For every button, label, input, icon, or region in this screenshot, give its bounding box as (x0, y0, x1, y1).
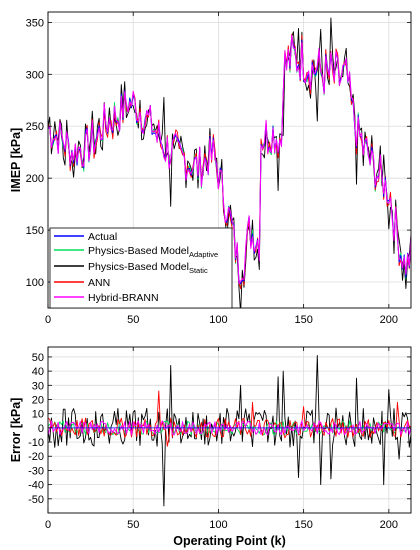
bot-ytick-label: -20 (28, 451, 44, 463)
legend-entry-0: Actual (88, 231, 117, 243)
legend-entry-3: ANN (88, 277, 110, 289)
bot-xtick-label: 50 (127, 519, 139, 531)
bot-ylabel: Error [kPa] (9, 398, 23, 463)
legend-entry-2: Physics-Based ModelStatic (88, 261, 208, 275)
top-ylabel: IMEP [kPa] (9, 128, 23, 192)
top-xtick-label: 200 (380, 314, 398, 326)
bot-xtick-label: 200 (380, 519, 398, 531)
legend-entry-main: Physics-Based Model (88, 245, 189, 257)
top-ytick-label: 300 (26, 69, 44, 81)
bot-ytick-label: 20 (32, 394, 44, 406)
bot-series-hybrid (48, 420, 411, 436)
bot-ytick-label: -10 (28, 437, 44, 449)
bot-ytick-label: 10 (32, 409, 44, 421)
legend-entry-1: Physics-Based ModelAdaptive (88, 245, 218, 259)
top-xtick-label: 100 (209, 314, 227, 326)
bot-ytick-label: 30 (32, 380, 44, 392)
bot-ytick-label: 50 (32, 352, 44, 364)
legend-entry-subscript: Static (189, 266, 208, 275)
bot-xtick-label: 150 (294, 519, 312, 531)
bot-ytick-label: 0 (38, 423, 44, 435)
bot-xlabel: Operating Point (k) (173, 534, 286, 548)
legend-entry-subscript: Adaptive (189, 250, 218, 259)
bot-xtick-label: 100 (209, 519, 227, 531)
bot-ytick-label: -40 (28, 480, 44, 492)
bot-ytick-label: 40 (32, 366, 44, 378)
top-ytick-label: 350 (26, 17, 44, 29)
legend-entry-main: Actual (88, 231, 117, 243)
bot-ytick-label: -50 (28, 494, 44, 506)
bot-axes-box (47, 346, 412, 514)
bot-xtick-label: 0 (45, 519, 51, 531)
legend-entry-main: Physics-Based Model (88, 261, 189, 273)
top-ytick-label: 150 (26, 225, 44, 237)
top-xtick-label: 0 (45, 314, 51, 326)
top-xtick-label: 50 (127, 314, 139, 326)
legend-entry-main: Hybrid-BRANN (88, 292, 159, 304)
top-ytick-label: 200 (26, 173, 44, 185)
bot-axes (47, 347, 411, 513)
bot-frame: 0 50 100 150 200 -50 -40 -30 -20 -10 0 10 20 30 40 50 Er… (9, 346, 412, 548)
legend-entry-main: ANN (88, 277, 110, 289)
top-ytick-label: 250 (26, 121, 44, 133)
top-series-hybrid (48, 35, 411, 284)
top-ytick-label: 100 (26, 277, 44, 289)
legend-entry-4: Hybrid-BRANN (88, 292, 159, 304)
bot-ytick-label: -30 (28, 465, 44, 477)
legend-box (49, 227, 233, 309)
top-xtick-label: 150 (294, 314, 312, 326)
